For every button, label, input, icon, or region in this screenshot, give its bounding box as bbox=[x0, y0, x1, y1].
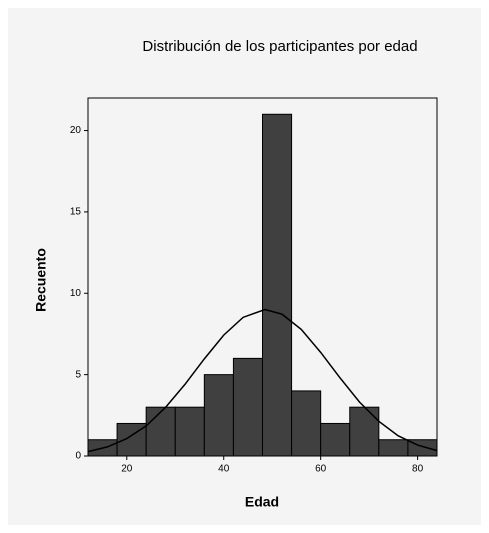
x-tick-label: 60 bbox=[315, 464, 327, 475]
x-tick-label: 80 bbox=[412, 464, 424, 475]
chart-title: Distribución de los participantes por ed… bbox=[142, 38, 417, 55]
bar bbox=[232, 357, 264, 457]
x-tick-label: 40 bbox=[218, 464, 230, 475]
bar bbox=[145, 406, 176, 457]
x-axis-label: Edad bbox=[245, 494, 279, 510]
bar bbox=[291, 390, 322, 457]
bar bbox=[174, 406, 205, 457]
y-tick-label: 10 bbox=[70, 288, 82, 299]
bar bbox=[262, 113, 293, 457]
y-tick-label: 0 bbox=[75, 451, 81, 462]
bar bbox=[349, 406, 380, 457]
y-tick-label: 15 bbox=[70, 207, 82, 218]
bar bbox=[378, 439, 409, 457]
y-tick-label: 5 bbox=[75, 369, 81, 380]
x-tick-label: 20 bbox=[121, 464, 133, 475]
y-axis-label: Recuento bbox=[33, 248, 49, 312]
plot-frame bbox=[87, 97, 438, 457]
bar bbox=[203, 374, 234, 457]
y-tick-label: 20 bbox=[70, 125, 82, 136]
bar bbox=[320, 422, 351, 457]
normal-curve bbox=[87, 308, 438, 453]
